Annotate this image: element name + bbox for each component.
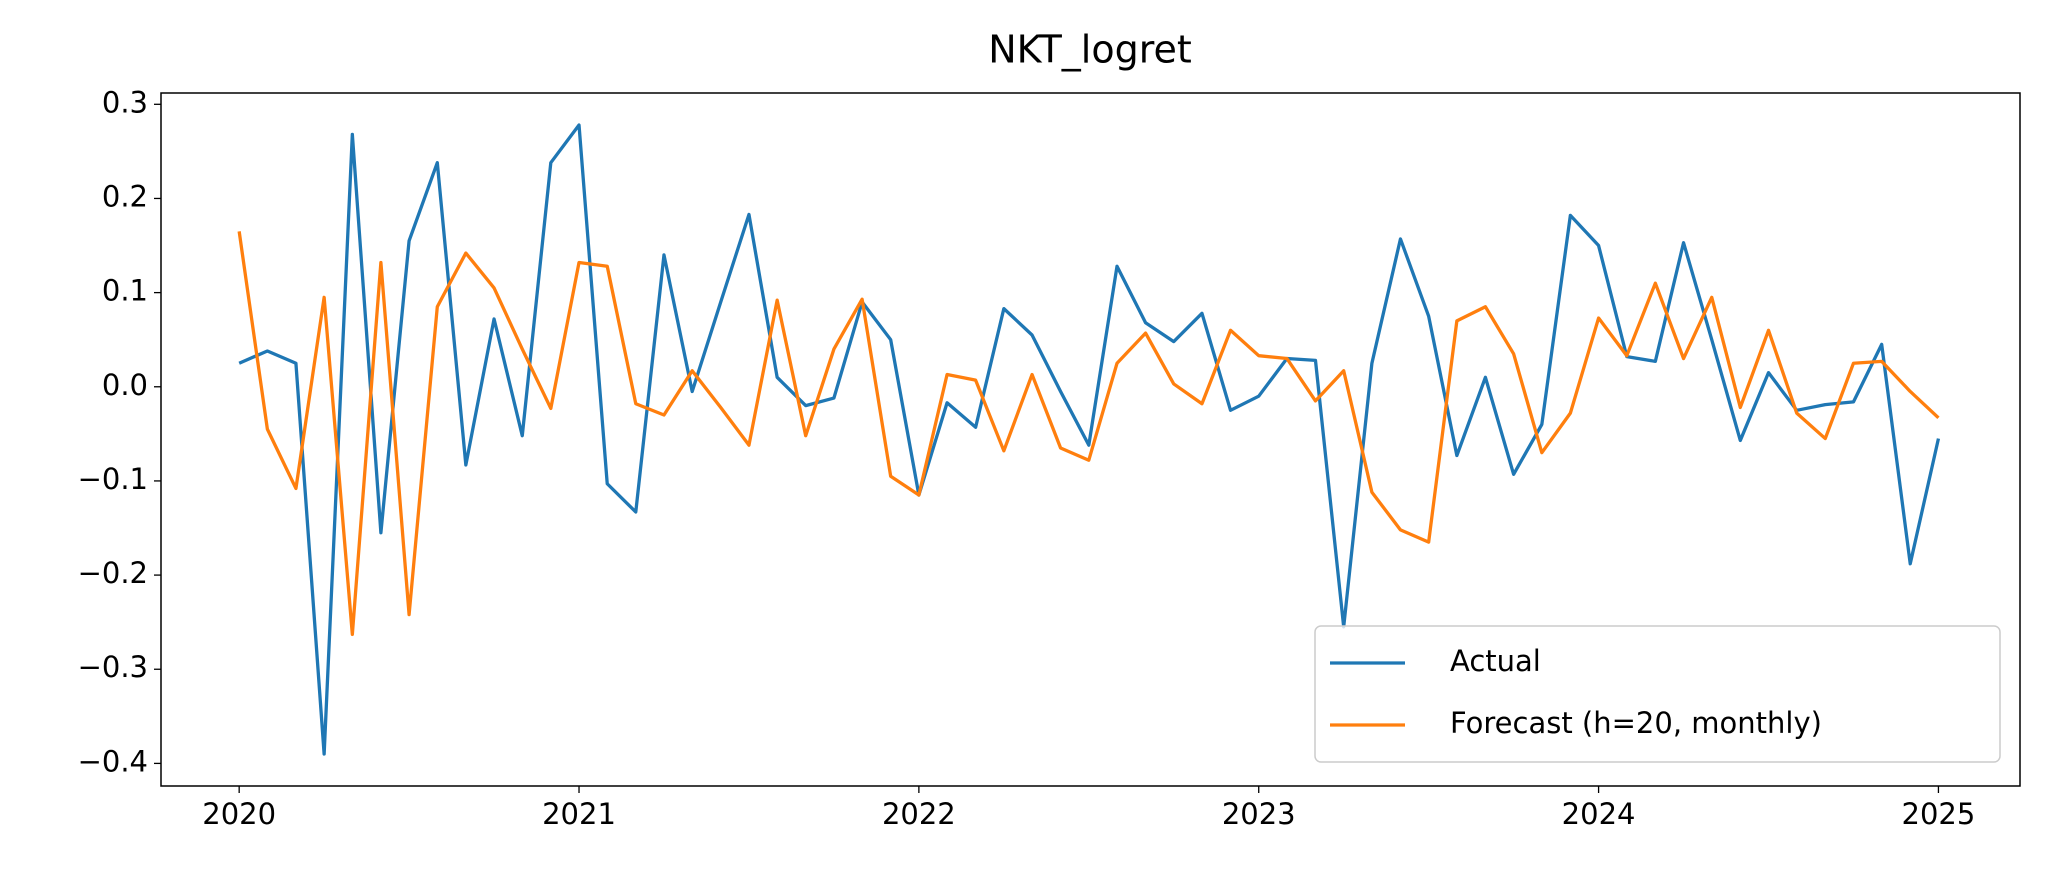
y-tick-label: −0.3 [78,650,148,684]
y-tick-label: 0.0 [102,368,148,402]
plot-frame [160,92,2021,787]
y-tick-label: 0.1 [102,274,148,308]
x-tick-label: 2020 [202,797,276,831]
x-tick-label: 2024 [1562,797,1636,831]
series-line [237,231,1940,637]
legend-label: Forecast (h=20, monthly) [1450,706,1822,740]
x-tick-label: 2025 [1902,797,1976,831]
series-line [238,123,1941,756]
y-tick-label: −0.1 [78,462,148,496]
y-tick-label: 0.2 [102,179,148,213]
chart-title: NKT_logret [988,28,1192,72]
legend-label: Actual [1450,644,1541,678]
y-tick-label: −0.4 [78,744,148,778]
legend: Actual Forecast (h=20, monthly) [1314,625,2001,763]
x-tick-label: 2023 [1222,797,1296,831]
y-tick-label: 0.3 [102,85,148,119]
x-tick-label: 2022 [882,797,956,831]
x-tick-label: 2021 [542,797,616,831]
y-tick-label: −0.2 [78,556,148,590]
legend-box [1314,625,2001,763]
